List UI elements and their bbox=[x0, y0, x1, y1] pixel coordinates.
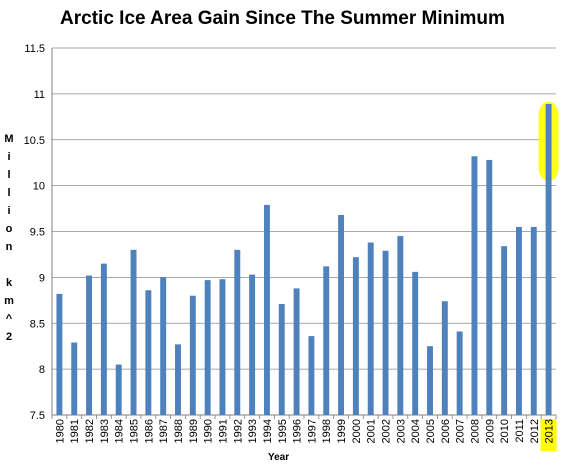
y-tick-label: 11 bbox=[34, 89, 45, 101]
x-tick-label: 2006 bbox=[440, 419, 452, 443]
bar bbox=[486, 159, 493, 415]
x-tick-label: 1985 bbox=[129, 419, 141, 443]
bar bbox=[145, 290, 152, 415]
x-axis-label: Year bbox=[268, 452, 290, 463]
bar bbox=[204, 280, 211, 415]
y-axis-label-char: l bbox=[7, 169, 11, 181]
x-tick-label: 1988 bbox=[173, 419, 185, 443]
y-tick-label: 9 bbox=[39, 272, 45, 284]
x-tick-label: 2012 bbox=[529, 419, 541, 443]
x-tick-label: 1987 bbox=[158, 419, 170, 443]
bar bbox=[352, 257, 359, 415]
x-tick-label: 1993 bbox=[247, 419, 259, 443]
x-tick-label: 1990 bbox=[203, 419, 215, 443]
x-tick-label: 1982 bbox=[84, 419, 96, 443]
y-tick-label: 8.5 bbox=[30, 318, 45, 330]
bar bbox=[278, 303, 285, 415]
bar bbox=[56, 293, 63, 415]
y-axis-label-char: m bbox=[4, 295, 14, 307]
bar bbox=[175, 344, 181, 415]
bar bbox=[338, 214, 345, 415]
x-tick-label: 1984 bbox=[114, 419, 126, 443]
x-tick-label: 2011 bbox=[514, 419, 526, 443]
bar bbox=[545, 103, 552, 415]
x-tick-label: 1980 bbox=[54, 419, 66, 443]
x-tick-label: 1998 bbox=[321, 419, 333, 443]
bar bbox=[367, 242, 374, 415]
bar bbox=[412, 271, 419, 415]
y-axis-label-char: 2 bbox=[5, 331, 13, 343]
bar bbox=[263, 204, 270, 415]
bar bbox=[71, 342, 78, 415]
x-tick-label: 1981 bbox=[69, 419, 81, 443]
x-tick-label: 2004 bbox=[410, 419, 422, 443]
x-tick-label: 1983 bbox=[99, 419, 111, 443]
y-axis-label-char: i bbox=[7, 205, 11, 217]
bar bbox=[293, 288, 300, 415]
y-tick-label: 7.5 bbox=[30, 410, 45, 422]
bar bbox=[308, 336, 315, 415]
x-tick-label: 2001 bbox=[366, 419, 378, 443]
x-tick-label: 2008 bbox=[469, 419, 481, 443]
bar bbox=[86, 275, 93, 415]
y-tick-label: 8 bbox=[39, 364, 45, 376]
y-tick-label: 10.5 bbox=[24, 135, 45, 147]
x-tick-label: 1991 bbox=[217, 419, 229, 443]
x-tick-label: 1994 bbox=[262, 419, 274, 443]
x-tick-label: 2007 bbox=[455, 419, 467, 443]
x-tick-label: 1996 bbox=[292, 419, 304, 443]
x-tick-label: 2010 bbox=[499, 419, 511, 443]
bar bbox=[100, 263, 107, 415]
bar bbox=[234, 249, 241, 415]
x-tick-label: 2003 bbox=[395, 419, 407, 443]
y-axis-label-char: ^ bbox=[5, 313, 13, 325]
x-tick-label: 1992 bbox=[232, 419, 244, 443]
bar bbox=[382, 250, 389, 415]
y-axis-label-char: o bbox=[5, 223, 13, 235]
bar bbox=[323, 266, 330, 415]
y-axis-label-char: n bbox=[5, 241, 13, 253]
highlight-label-background bbox=[540, 419, 557, 451]
chart-title: Arctic Ice Area Gain Since The Summer Mi… bbox=[60, 8, 505, 29]
x-tick-label: 1997 bbox=[306, 419, 318, 443]
y-axis-label-char: M bbox=[4, 133, 14, 145]
bar bbox=[249, 274, 256, 415]
bar bbox=[471, 156, 478, 415]
x-tick-label: 2009 bbox=[484, 419, 496, 443]
x-tick-label: 2000 bbox=[351, 419, 363, 443]
x-tick-label: 2005 bbox=[425, 419, 437, 443]
x-tick-label: 1999 bbox=[336, 419, 348, 443]
bar bbox=[530, 226, 537, 415]
bar bbox=[397, 236, 404, 415]
y-tick-label: 10 bbox=[33, 181, 45, 193]
bar bbox=[441, 301, 448, 415]
bar bbox=[115, 364, 122, 415]
bar bbox=[456, 331, 463, 415]
y-tick-label: 11.5 bbox=[24, 43, 45, 55]
bar bbox=[515, 226, 522, 415]
y-axis-label-char: k bbox=[5, 277, 13, 289]
x-tick-label: 1986 bbox=[143, 419, 155, 443]
y-axis-label-char: l bbox=[7, 187, 11, 199]
x-tick-label: 2013 bbox=[544, 419, 556, 443]
y-tick-label: 9.5 bbox=[30, 227, 45, 239]
x-tick-label: 1995 bbox=[277, 419, 289, 443]
x-tick-label: 1989 bbox=[188, 419, 200, 443]
x-tick-label: 2002 bbox=[381, 419, 393, 443]
bar bbox=[160, 277, 167, 415]
bar bbox=[219, 279, 226, 415]
bar bbox=[130, 249, 137, 415]
y-axis-label-char: i bbox=[7, 151, 11, 163]
bar bbox=[501, 246, 508, 415]
bar bbox=[189, 295, 196, 415]
bar bbox=[427, 346, 433, 415]
